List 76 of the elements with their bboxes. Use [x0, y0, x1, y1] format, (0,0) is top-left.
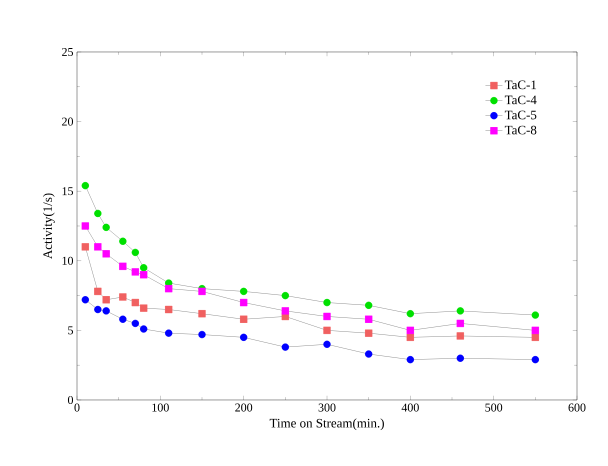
x-tick-label: 400 — [402, 404, 419, 412]
point — [132, 298, 140, 306]
x-tick-label: 200 — [235, 404, 252, 412]
point — [406, 310, 414, 318]
y-tick-label: 20 — [62, 118, 74, 126]
point — [102, 307, 110, 315]
point — [102, 296, 110, 304]
point — [282, 343, 290, 351]
y-axis-title: Activity(1/s) — [42, 193, 55, 259]
point — [198, 310, 206, 318]
point — [406, 326, 414, 334]
point — [132, 268, 140, 276]
point — [140, 304, 148, 312]
point — [240, 298, 248, 306]
y-tick-label: 15 — [62, 187, 74, 196]
point — [282, 292, 290, 300]
point — [323, 340, 331, 348]
legend-label: TaC-1 — [504, 80, 536, 90]
point — [132, 320, 140, 328]
point — [102, 224, 110, 232]
point — [119, 293, 127, 301]
point — [132, 248, 140, 256]
y-tick-label: 10 — [62, 256, 74, 265]
point — [364, 329, 372, 337]
point — [164, 284, 172, 292]
point — [102, 250, 110, 258]
point — [364, 350, 372, 358]
point — [82, 243, 90, 251]
point — [456, 332, 464, 340]
point — [532, 334, 540, 342]
point — [323, 312, 331, 320]
point — [240, 316, 248, 323]
point — [82, 222, 90, 230]
point — [364, 316, 372, 323]
y-tick-label: 5 — [68, 326, 74, 334]
legend-label: TaC-8 — [504, 126, 536, 134]
point — [240, 288, 248, 296]
point — [140, 325, 148, 333]
point — [532, 356, 540, 364]
point — [323, 298, 331, 306]
point — [198, 330, 206, 338]
x-tick-label: 0 — [74, 404, 80, 412]
point — [364, 302, 372, 310]
point — [240, 334, 248, 342]
point — [164, 329, 172, 337]
x-tick-label: 300 — [318, 404, 336, 412]
point — [323, 326, 331, 334]
point — [532, 311, 540, 319]
point — [82, 296, 90, 304]
point — [456, 307, 464, 315]
point — [532, 326, 540, 334]
point — [94, 210, 102, 218]
point — [406, 334, 414, 342]
point — [82, 182, 90, 190]
point — [164, 306, 172, 314]
point — [282, 307, 290, 315]
point — [140, 271, 148, 278]
legend-label: TaC-4 — [504, 96, 537, 104]
y-tick-label: 0 — [68, 396, 74, 404]
y-tick-label: 25 — [62, 48, 74, 56]
x-tick-label: 600 — [568, 404, 586, 412]
x-axis-title: Time on Stream(min.) — [270, 418, 384, 430]
point — [456, 354, 464, 362]
point — [140, 264, 148, 272]
point — [406, 356, 414, 364]
point — [94, 306, 102, 314]
point — [119, 316, 127, 323]
legend-label: TaC-5 — [504, 110, 536, 120]
point — [456, 320, 464, 328]
point — [198, 288, 206, 296]
x-tick-label: 500 — [485, 404, 502, 412]
point — [119, 238, 127, 245]
point — [94, 243, 102, 251]
point — [119, 262, 127, 270]
point — [94, 288, 102, 296]
x-tick-label: 100 — [152, 404, 169, 412]
